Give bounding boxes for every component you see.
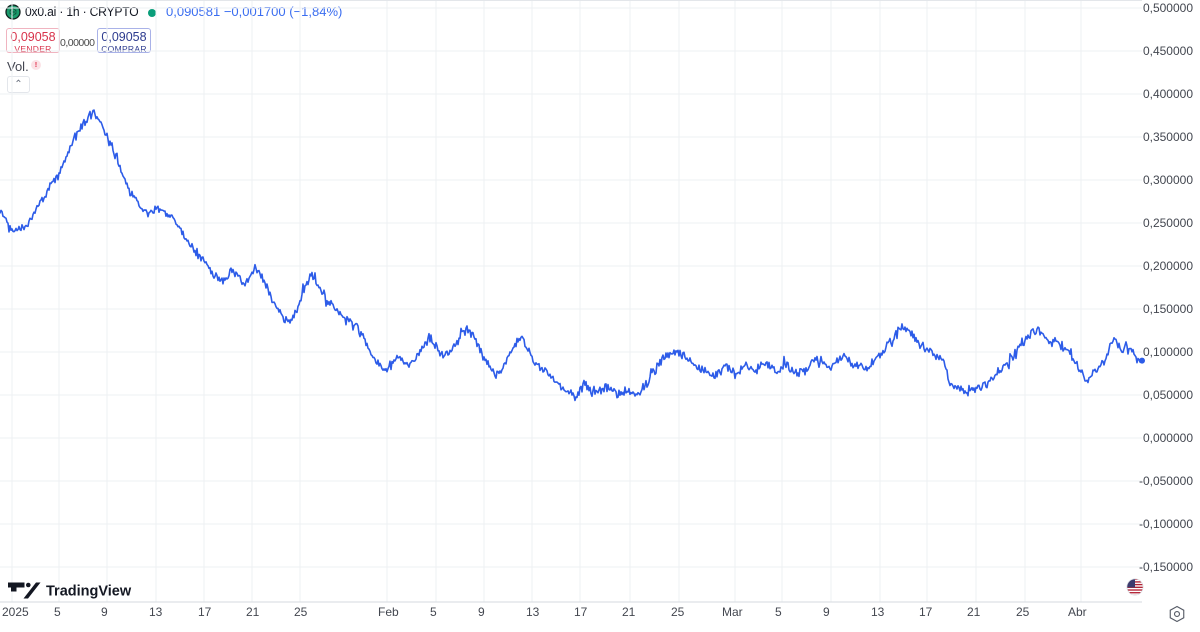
svg-text:TradingView: TradingView (46, 584, 132, 600)
